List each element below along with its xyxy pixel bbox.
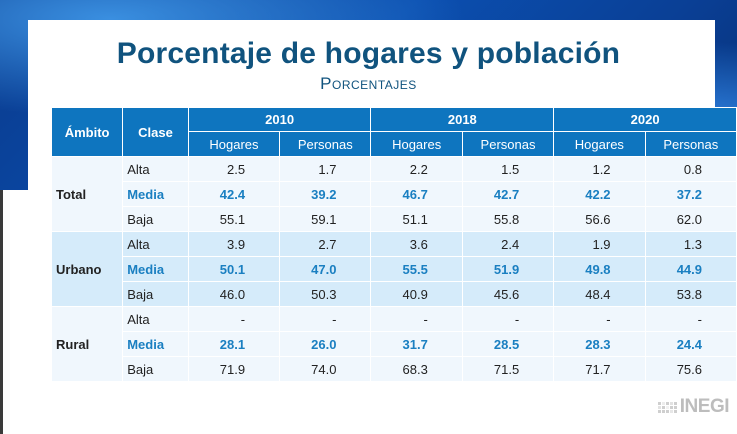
cell-value: 53.8 <box>644 281 737 307</box>
header-personas: Personas <box>461 131 555 157</box>
cell-value: 42.2 <box>553 181 646 207</box>
header-year-2018: 2018 <box>370 107 555 132</box>
cell-value: 0.8 <box>644 156 737 182</box>
header-personas: Personas <box>644 131 737 157</box>
page-subtitle: Porcentajes <box>320 74 417 93</box>
cell-value: 48.4 <box>553 281 646 307</box>
cell-clase: Media <box>122 331 189 357</box>
header-hogares: Hogares <box>370 131 463 157</box>
cell-value: 1.3 <box>644 231 737 257</box>
inegi-logo: INEGI <box>657 396 730 418</box>
data-table: Ámbito Clase 2010 2018 2020 Hogares Pers… <box>50 107 737 382</box>
cell-clase: Baja <box>122 281 189 307</box>
table-row: Media 50.1 47.0 55.5 51.9 49.8 44.9 <box>52 256 737 282</box>
logo-text: INEGI <box>679 396 730 417</box>
cell-value: 44.9 <box>644 256 737 282</box>
cell-value: - <box>370 306 463 332</box>
cell-value: 2.4 <box>461 231 555 257</box>
header-year-2010: 2010 <box>187 107 372 132</box>
cell-value: 42.4 <box>187 181 281 207</box>
cell-value: 1.9 <box>553 231 646 257</box>
cell-value: 2.7 <box>279 231 372 257</box>
page-title: Porcentaje de hogares y población <box>116 37 621 70</box>
cell-value: 3.6 <box>370 231 463 257</box>
cell-clase: Alta <box>122 231 189 257</box>
cell-value: - <box>187 306 281 332</box>
cell-value: 46.7 <box>370 181 463 207</box>
header-hogares: Hogares <box>553 131 646 157</box>
table-row: Media 28.1 26.0 31.7 28.5 28.3 24.4 <box>52 331 737 357</box>
cell-value: 47.0 <box>279 256 372 282</box>
cell-clase: Media <box>122 256 189 282</box>
cell-value: 28.1 <box>187 331 281 357</box>
cell-value: - <box>644 306 737 332</box>
cell-value: 1.2 <box>553 156 646 182</box>
cell-ambito: Urbano <box>50 231 124 307</box>
cell-value: 40.9 <box>370 281 463 307</box>
cell-value: 75.6 <box>644 356 737 382</box>
cell-value: 28.5 <box>461 331 555 357</box>
cell-value: 71.9 <box>187 356 281 382</box>
table-row: Baja 55.1 59.1 51.1 55.8 56.6 62.0 <box>52 206 737 232</box>
cell-value: 1.5 <box>461 156 555 182</box>
cell-value: 71.5 <box>461 356 555 382</box>
cell-value: 55.5 <box>370 256 463 282</box>
header-year-2020: 2020 <box>553 107 737 132</box>
header-personas: Personas <box>279 131 372 157</box>
window-edge <box>0 190 3 434</box>
cell-value: 37.2 <box>644 181 737 207</box>
cell-value: 1.7 <box>279 156 372 182</box>
table-row: Total Alta 2.5 1.7 2.2 1.5 1.2 0.8 <box>50 156 737 232</box>
cell-value: 55.1 <box>187 206 281 232</box>
cell-value: 55.8 <box>461 206 555 232</box>
cell-ambito: Total <box>50 156 124 232</box>
cell-value: 62.0 <box>644 206 737 232</box>
cell-clase: Media <box>122 181 189 207</box>
header-clase: Clase <box>122 107 189 157</box>
cell-value: 24.4 <box>644 331 737 357</box>
cell-value: 68.3 <box>370 356 463 382</box>
cell-value: - <box>279 306 372 332</box>
cell-value: - <box>461 306 555 332</box>
cell-value: 51.9 <box>461 256 555 282</box>
table-row: Baja 46.0 50.3 40.9 45.6 48.4 53.8 <box>52 281 737 307</box>
cell-value: 42.7 <box>461 181 555 207</box>
cell-value: 28.3 <box>553 331 646 357</box>
cell-value: 51.1 <box>370 206 463 232</box>
cell-value: 31.7 <box>370 331 463 357</box>
header-ambito: Ámbito <box>50 107 124 157</box>
cell-value: 45.6 <box>461 281 555 307</box>
cell-value: 56.6 <box>553 206 646 232</box>
table-body: Total Alta 2.5 1.7 2.2 1.5 1.2 0.8 Media 42.4 39.2… <box>50 156 737 382</box>
cell-value: 46.0 <box>187 281 281 307</box>
table-row: Media 42.4 39.2 46.7 42.7 42.2 37.2 <box>52 181 737 207</box>
cell-clase: Baja <box>122 206 189 232</box>
cell-ambito: Rural <box>50 306 124 382</box>
cell-value: 26.0 <box>279 331 372 357</box>
table-row: Urbano Alta 3.9 2.7 3.6 2.4 1.9 1.3 <box>50 231 737 307</box>
table-row: Baja 71.9 74.0 68.3 71.5 71.7 75.6 <box>52 356 737 382</box>
cell-clase: Baja <box>122 356 189 382</box>
cell-value: 71.7 <box>553 356 646 382</box>
cell-value: 49.8 <box>553 256 646 282</box>
cell-value: 50.3 <box>279 281 372 307</box>
cell-value: 59.1 <box>279 206 372 232</box>
cell-value: 74.0 <box>279 356 372 382</box>
cell-value: 50.1 <box>187 256 281 282</box>
header-hogares: Hogares <box>187 131 281 157</box>
cell-clase: Alta <box>122 306 189 332</box>
cell-value: 39.2 <box>279 181 372 207</box>
table-row: Rural Alta - - - - - - <box>50 306 737 382</box>
cell-value: 3.9 <box>187 231 281 257</box>
cell-value: - <box>553 306 646 332</box>
cell-value: 2.2 <box>370 156 463 182</box>
cell-clase: Alta <box>122 156 189 182</box>
cell-value: 2.5 <box>187 156 281 182</box>
inegi-logo-icon <box>657 401 677 413</box>
